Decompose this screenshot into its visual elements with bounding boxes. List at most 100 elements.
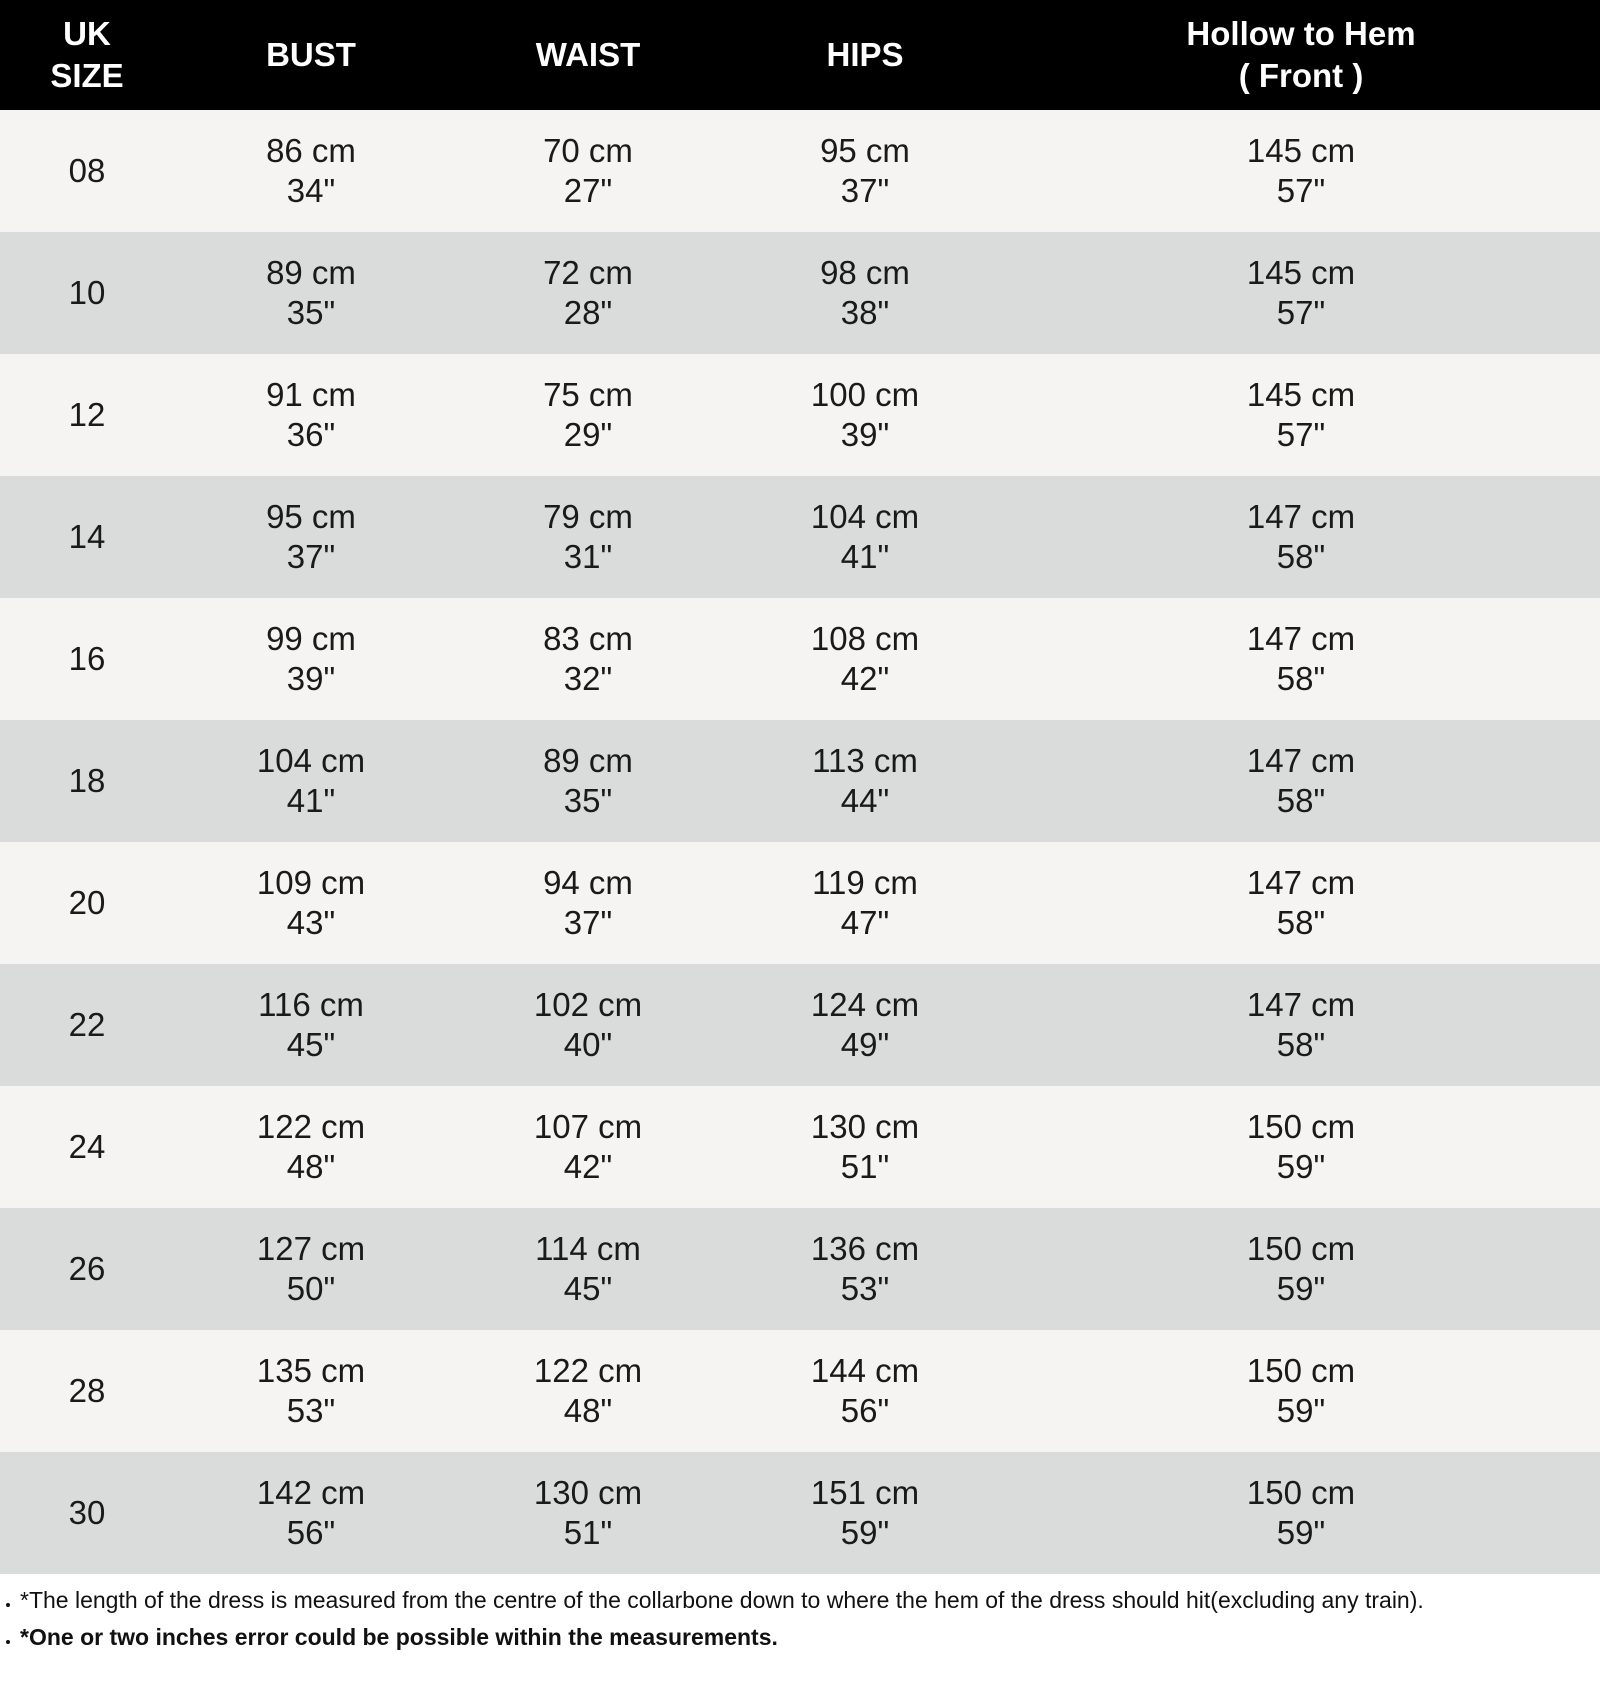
cell-waist: 70 cm 27" [448,110,728,232]
cell-value: 37" [840,172,890,209]
cell-value: 59" [1276,1392,1326,1429]
cell-value: 113 cm [812,742,918,779]
header-text: HIPS [826,36,904,73]
cell-value: 58" [1276,782,1326,819]
cell-value: 24 [68,1128,106,1165]
cell-hem: 145 cm 57" [1002,232,1600,354]
cell-waist: 72 cm 28" [448,232,728,354]
cell-value: 119 cm [812,864,918,901]
cell-hips: 136 cm 53" [728,1208,1002,1330]
cell-waist: 114 cm 45" [448,1208,728,1330]
header-waist: WAIST [448,0,728,110]
cell-value: 108 cm [810,620,920,657]
cell-hem: 150 cm 59" [1002,1208,1600,1330]
cell-value: 130 cm [810,1108,920,1145]
cell-value: 150 cm [1246,1474,1356,1511]
cell-hips: 108 cm 42" [728,598,1002,720]
cell-value: 70 cm [543,132,633,169]
cell-waist: 89 cm 35" [448,720,728,842]
cell-waist: 79 cm 31" [448,476,728,598]
header-uk-size: UK SIZE [0,0,174,110]
cell-bust: 116 cm 45" [174,964,448,1086]
cell-hips: 100 cm 39" [728,354,1002,476]
cell-value: 75 cm [543,376,633,413]
table-body: 08 86 cm 34" 70 cm 27" 95 cm 37" 145 cm 57" 10 89 … [0,110,1600,1574]
size-chart-table: UK SIZE BUST WAIST HIPS Hollow to Hem ( … [0,0,1600,1574]
table-row: 28 135 cm 53" 122 cm 48" 144 cm 56" 150 cm 59" [0,1330,1600,1452]
cell-value: 49" [840,1026,890,1063]
cell-value: 145 cm [1246,132,1356,169]
cell-value: 150 cm [1246,1352,1356,1389]
cell-size: 10 [0,232,174,354]
cell-size: 24 [0,1086,174,1208]
cell-value: 57" [1276,294,1326,331]
cell-bust: 99 cm 39" [174,598,448,720]
table-row: 20 109 cm 43" 94 cm 37" 119 cm 47" 147 cm 58" [0,842,1600,964]
cell-value: 135 cm [256,1352,366,1389]
cell-value: 102 cm [533,986,643,1023]
cell-bust: 142 cm 56" [174,1452,448,1574]
cell-value: 45" [286,1026,336,1063]
cell-value: 150 cm [1246,1108,1356,1145]
table-row: 26 127 cm 50" 114 cm 45" 136 cm 53" 150 cm 59" [0,1208,1600,1330]
cell-hem: 147 cm 58" [1002,476,1600,598]
cell-waist: 107 cm 42" [448,1086,728,1208]
cell-value: 41" [286,782,336,819]
table-row: 14 95 cm 37" 79 cm 31" 104 cm 41" 147 cm 58" [0,476,1600,598]
cell-value: 150 cm [1246,1230,1356,1267]
cell-value: 144 cm [810,1352,920,1389]
cell-value: 38" [840,294,890,331]
cell-value: 30 [68,1494,106,1531]
cell-hips: 95 cm 37" [728,110,1002,232]
cell-hem: 150 cm 59" [1002,1452,1600,1574]
cell-bust: 89 cm 35" [174,232,448,354]
header-text: BUST [266,36,356,73]
cell-value: 18 [68,762,106,799]
cell-hem: 145 cm 57" [1002,354,1600,476]
table-row: 08 86 cm 34" 70 cm 27" 95 cm 37" 145 cm 57" [0,110,1600,232]
cell-value: 39" [286,660,336,697]
cell-value: 57" [1276,172,1326,209]
cell-value: 20 [68,884,106,921]
cell-value: 79 cm [543,498,633,535]
cell-value: 151 cm [810,1474,920,1511]
cell-value: 95 cm [820,132,910,169]
cell-size: 14 [0,476,174,598]
cell-value: 58" [1276,904,1326,941]
cell-value: 72 cm [543,254,633,291]
cell-value: 29" [563,416,613,453]
cell-value: 51" [563,1514,613,1551]
cell-value: 59" [1276,1270,1326,1307]
cell-value: 130 cm [533,1474,643,1511]
cell-value: 114 cm [535,1230,641,1267]
cell-hips: 98 cm 38" [728,232,1002,354]
cell-value: 44" [840,782,890,819]
cell-value: 107 cm [533,1108,643,1145]
cell-value: 12 [68,396,106,433]
cell-value: 37" [563,904,613,941]
header-text: SIZE [50,57,124,94]
cell-hem: 145 cm 57" [1002,110,1600,232]
cell-value: 40" [563,1026,613,1063]
cell-waist: 130 cm 51" [448,1452,728,1574]
cell-hips: 151 cm 59" [728,1452,1002,1574]
cell-value: 50" [286,1270,336,1307]
cell-value: 59" [1276,1148,1326,1185]
cell-value: 35" [563,782,613,819]
table-header: UK SIZE BUST WAIST HIPS Hollow to Hem ( … [0,0,1600,110]
cell-value: 142 cm [256,1474,366,1511]
table-row: 22 116 cm 45" 102 cm 40" 124 cm 49" 147 cm 58" [0,964,1600,1086]
cell-value: 10 [68,274,106,311]
cell-value: 116 cm [258,986,364,1023]
cell-value: 32" [563,660,613,697]
cell-size: 28 [0,1330,174,1452]
cell-hips: 104 cm 41" [728,476,1002,598]
header-text: UK [63,15,111,52]
cell-value: 104 cm [256,742,366,779]
header-text: Hollow to Hem [1186,15,1416,52]
cell-size: 30 [0,1452,174,1574]
cell-value: 58" [1276,538,1326,575]
cell-value: 56" [286,1514,336,1551]
cell-value: 99 cm [266,620,356,657]
cell-value: 104 cm [810,498,920,535]
